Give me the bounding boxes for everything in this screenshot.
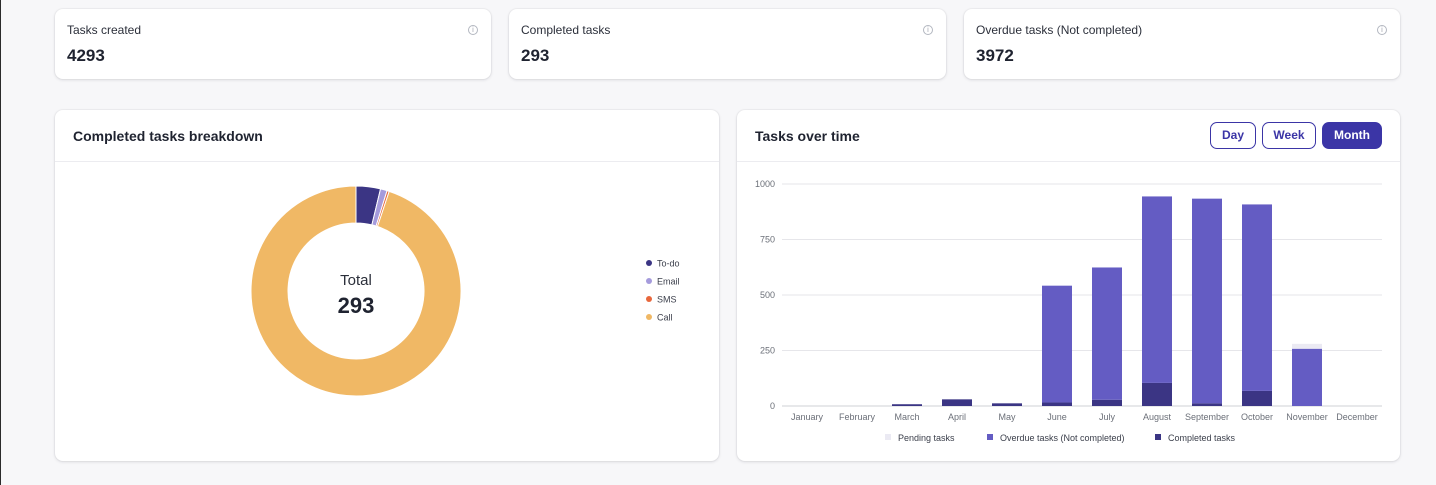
bar-completed-tasks-march[interactable] (892, 404, 922, 406)
donut-slice-call[interactable] (250, 185, 462, 397)
month-button[interactable]: Month (1322, 122, 1382, 149)
legend-marker-sms (646, 296, 652, 302)
day-button[interactable]: Day (1210, 122, 1256, 149)
legend-label-overdue-tasks-not-completed[interactable]: Overdue tasks (Not completed) (1000, 433, 1125, 443)
bar-overdue-tasks-not-completed-november[interactable] (1292, 348, 1322, 406)
y-tick-label: 750 (760, 235, 775, 245)
week-button[interactable]: Week (1262, 122, 1316, 149)
divider (55, 161, 719, 162)
center-label: Total (340, 272, 372, 289)
x-tick-label: October (1241, 412, 1273, 422)
legend-label-completed-tasks[interactable]: Completed tasks (1168, 433, 1236, 443)
bar-overdue-tasks-not-completed-september[interactable] (1192, 198, 1222, 404)
y-tick-label: 0 (770, 401, 775, 411)
x-tick-label: September (1185, 412, 1229, 422)
legend-label-pending-tasks[interactable]: Pending tasks (898, 433, 955, 443)
x-tick-label: August (1143, 412, 1172, 422)
legend-label-to-do[interactable]: To-do (657, 259, 680, 269)
x-tick-label: March (894, 412, 919, 422)
bar-overdue-tasks-not-completed-june[interactable] (1042, 285, 1072, 403)
bar-completed-tasks-september[interactable] (1192, 403, 1222, 406)
bar-completed-tasks-april[interactable] (942, 399, 972, 406)
x-tick-label: February (839, 412, 876, 422)
x-tick-label: November (1286, 412, 1328, 422)
stat-card-tasks-created: Tasks created i 4293 (55, 9, 491, 79)
legend-label-call[interactable]: Call (657, 313, 673, 323)
legend-marker-call (646, 314, 652, 320)
info-icon[interactable]: i (923, 25, 933, 35)
stat-card-completed-tasks: Completed tasks i 293 (509, 9, 946, 79)
info-icon[interactable]: i (1377, 25, 1387, 35)
bar-pending-tasks-november[interactable] (1292, 343, 1322, 349)
legend-label-email[interactable]: Email (657, 277, 680, 287)
x-tick-label: July (1099, 412, 1116, 422)
bar-completed-tasks-august[interactable] (1142, 382, 1172, 406)
stat-label: Overdue tasks (Not completed) (976, 23, 1143, 37)
bar-completed-tasks-may[interactable] (992, 403, 1022, 406)
bar-overdue-tasks-not-completed-august[interactable] (1142, 196, 1172, 383)
legend-marker-pending-tasks (885, 434, 891, 440)
legend-marker-email (646, 278, 652, 284)
completed-breakdown-panel: Completed tasks breakdown Total 293 To-d… (55, 110, 719, 461)
y-tick-label: 250 (760, 346, 775, 356)
stat-value: 293 (521, 46, 550, 65)
y-tick-label: 500 (760, 290, 775, 300)
x-tick-label: January (791, 412, 824, 422)
bar-completed-tasks-july[interactable] (1092, 399, 1122, 406)
x-tick-label: December (1336, 412, 1378, 422)
info-icon[interactable]: i (468, 25, 478, 35)
legend-marker-to-do (646, 260, 652, 266)
legend-marker-completed-tasks (1155, 434, 1161, 440)
window-edge (0, 0, 1, 485)
stat-value: 4293 (67, 46, 105, 65)
center-value: 293 (338, 293, 375, 318)
x-tick-label: May (998, 412, 1016, 422)
bar-completed-tasks-october[interactable] (1242, 390, 1272, 406)
bar-overdue-tasks-not-completed-july[interactable] (1092, 267, 1122, 400)
bar-completed-tasks-june[interactable] (1042, 402, 1072, 406)
legend-marker-overdue-tasks-not-completed (987, 434, 993, 440)
x-tick-label: April (948, 412, 966, 422)
y-tick-label: 1000 (755, 179, 775, 189)
stat-label: Completed tasks (521, 23, 611, 37)
x-tick-label: June (1047, 412, 1067, 422)
tasks-over-time-panel: Tasks over time Day Week Month 0 250 500 75… (737, 110, 1400, 461)
panel-title: Completed tasks breakdown (73, 128, 263, 144)
legend-label-sms[interactable]: SMS (657, 295, 677, 305)
stat-label: Tasks created (67, 23, 142, 37)
panel-title: Tasks over time (755, 128, 860, 144)
stat-value: 3972 (976, 46, 1014, 65)
stacked-bar-chart: 0 250 500 750 1000 January February March April… (755, 179, 1382, 443)
stat-card-overdue-tasks: Overdue tasks (Not completed) i 3972 (964, 9, 1400, 79)
bar-overdue-tasks-not-completed-october[interactable] (1242, 204, 1272, 391)
divider (737, 161, 1400, 162)
donut-chart: Total 293 To-do Email SMS Call (250, 185, 680, 397)
